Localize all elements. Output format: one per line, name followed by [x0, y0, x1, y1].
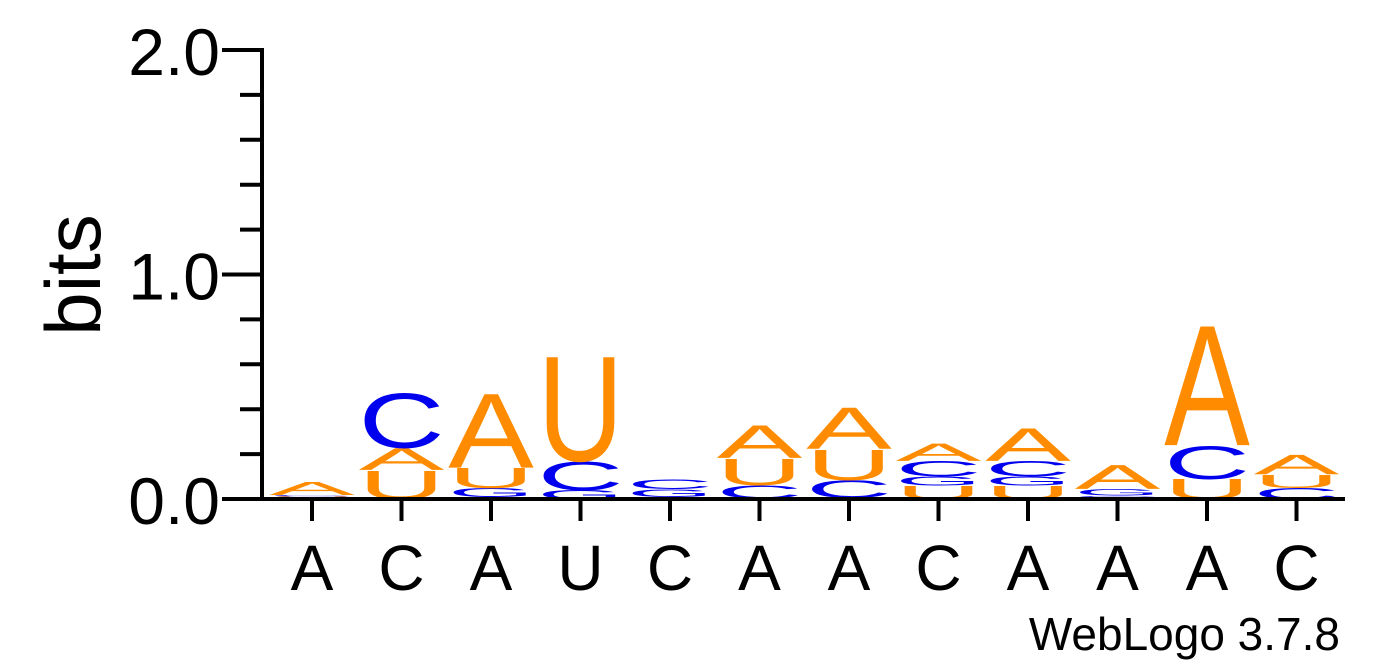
y-axis: 0.0 1.0 2.0 [128, 15, 264, 538]
logo-glyph: A [806, 395, 892, 462]
logo-glyph: A [896, 438, 982, 466]
y-axis-label: bits [29, 214, 117, 335]
logo-letter-C: C [627, 476, 713, 492]
logo-glyph: C [359, 377, 445, 464]
logo-glyph: U [538, 324, 624, 493]
logo-glyph: C [269, 495, 355, 497]
logo-letter-A: A [717, 416, 803, 469]
logo-letter-A: A [359, 441, 446, 476]
logo-glyph: A [717, 416, 803, 469]
logo-letter-G: G [1075, 487, 1161, 498]
logo-letter-G: G [627, 487, 713, 499]
logo-glyph: G [896, 474, 982, 488]
x-tick-label: A [738, 532, 781, 604]
weblogo-credit: WebLogo 3.7.8 [1029, 608, 1340, 660]
x-tick-label: A [828, 532, 871, 604]
logo-glyph: U [806, 441, 892, 490]
y-tick-label: 1.0 [128, 240, 220, 314]
logo-letter-A: A [896, 438, 982, 466]
logo-letter-C: C [359, 377, 445, 464]
y-tick-label: 0.0 [128, 464, 220, 538]
logo-letter-U: U [1254, 471, 1340, 492]
logo-letter-A: A [1164, 290, 1250, 483]
logo-letter-U: U [717, 451, 803, 493]
logo-letter-U: U [448, 463, 534, 494]
x-tick-label: A [291, 532, 334, 604]
logo-glyph: A [985, 419, 1071, 472]
logo-glyph: A [269, 478, 355, 499]
logo-glyph: A [359, 441, 446, 476]
logo-glyph: A [448, 372, 534, 491]
y-tick-label: 2.0 [128, 15, 220, 89]
x-tick-label: C [647, 532, 693, 604]
logo-letter-G: G [985, 474, 1071, 488]
logo-letter-A: A [269, 478, 355, 499]
logo-letter-A: A [1254, 449, 1340, 481]
logo-glyph: C [627, 476, 713, 492]
x-tick-label: A [470, 532, 513, 604]
logo-glyph: A [1164, 290, 1250, 483]
logo-letter-G: G [448, 485, 534, 499]
logo-glyph: G [1075, 487, 1161, 498]
x-tick-label: C [378, 532, 424, 604]
x-tick-label: A [1096, 532, 1139, 604]
x-tick-label: A [1186, 532, 1229, 604]
logo-glyph: G [448, 485, 534, 499]
logo-glyph: C [1075, 495, 1161, 498]
logo-letter-U: U [538, 324, 624, 493]
logo-glyph: G [627, 487, 713, 499]
logo-glyph: A [1075, 458, 1161, 497]
logo-letter-C: C [1075, 495, 1161, 498]
x-tick-label: A [1007, 532, 1050, 604]
letter-stacks: GUCAUACCGUAGCUUAGCGCUAGCUAUGCAUGCAUCGAUC… [269, 290, 1339, 508]
logo-glyph: C [537, 453, 623, 499]
logo-letter-C: C [269, 495, 355, 497]
x-tick-label: C [915, 532, 961, 604]
logo-glyph: U [717, 451, 803, 493]
logo-letter-A: A [806, 395, 892, 462]
logo-letter-C: C [537, 453, 623, 499]
logo-glyph: A [1254, 449, 1340, 481]
logo-glyph: C [1164, 437, 1250, 489]
logo-letter-A: A [1075, 458, 1161, 497]
logo-letter-G: G [896, 474, 982, 488]
logo-glyph: U [1254, 471, 1340, 492]
x-tick-label: C [1273, 532, 1319, 604]
logo-glyph: C [896, 457, 982, 482]
logo-letter-A: A [448, 372, 534, 491]
x-tick-label: U [557, 532, 603, 604]
logo-letter-C: C [985, 457, 1071, 482]
logo-glyph: C [985, 457, 1071, 482]
logo-letter-C: C [896, 457, 982, 482]
logo-letter-A: A [985, 419, 1071, 472]
logo-letter-U: U [806, 441, 892, 490]
logo-glyph: U [448, 463, 534, 494]
logo-letter-C: C [1164, 437, 1250, 489]
logo-glyph: G [985, 474, 1071, 488]
